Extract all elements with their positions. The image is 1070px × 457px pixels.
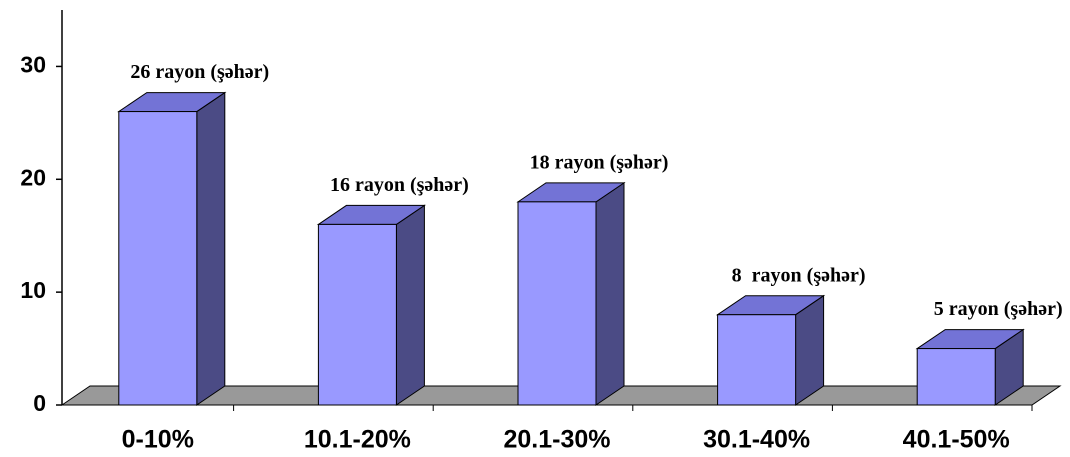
bar-side [595, 181, 625, 406]
y-tick-label: 20 [20, 164, 46, 190]
value-label: 18 rayon (şəhər) [530, 151, 669, 173]
value-label: 8 rayon (şəhər) [732, 264, 866, 286]
value-label: 26 rayon (şəhər) [130, 61, 269, 83]
x-tick-label: 10.1-20% [304, 426, 411, 454]
value-label: 5 rayon (şəhər) [934, 298, 1063, 320]
bar-side [395, 204, 425, 406]
bar [317, 223, 397, 406]
bar-side [196, 91, 226, 406]
x-tick-label: 0-10% [122, 426, 194, 454]
bar [517, 201, 597, 406]
x-tick-label: 30.1-40% [703, 426, 810, 454]
value-label: 16 rayon (şəhər) [330, 174, 469, 196]
y-tick-label: 0 [33, 390, 46, 416]
bar [717, 314, 797, 406]
bar [916, 348, 996, 406]
x-tick-label: 40.1-50% [903, 426, 1010, 454]
bar [118, 111, 198, 406]
y-tick-label: 10 [20, 277, 46, 303]
x-tick-label: 20.1-30% [503, 426, 610, 454]
y-tick-label: 30 [20, 52, 46, 78]
